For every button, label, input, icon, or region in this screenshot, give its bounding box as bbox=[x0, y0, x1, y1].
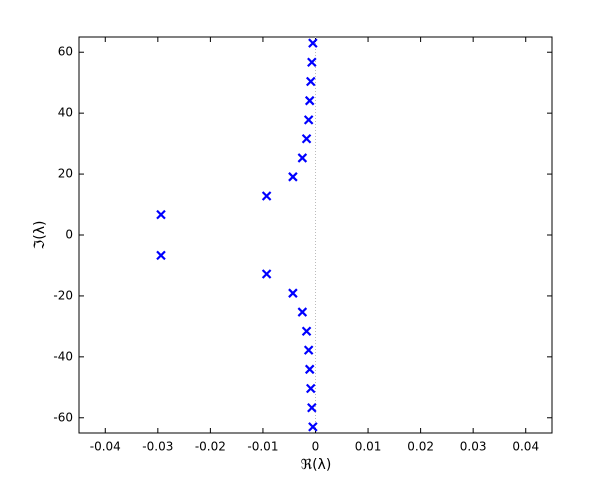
x-tick-label: 0.02 bbox=[407, 440, 434, 454]
marker bbox=[261, 191, 272, 201]
marker bbox=[304, 95, 315, 106]
y-tick-label: -40 bbox=[53, 349, 73, 363]
marker bbox=[288, 172, 298, 182]
x-tick-label: 0.04 bbox=[512, 440, 539, 454]
y-tick-label: -20 bbox=[53, 288, 73, 302]
marker bbox=[308, 38, 318, 48]
x-tick-label: 0.03 bbox=[460, 440, 487, 454]
y-tick-label: 20 bbox=[58, 167, 73, 181]
x-tick-label: -0.03 bbox=[142, 440, 173, 454]
marker bbox=[308, 422, 318, 432]
y-axis-label: ℑ(λ) bbox=[32, 221, 48, 250]
y-tick-label: -60 bbox=[53, 410, 73, 424]
y-tick-label: 60 bbox=[58, 45, 73, 59]
marker bbox=[305, 383, 316, 394]
marker bbox=[297, 307, 308, 317]
marker bbox=[303, 115, 314, 125]
marker bbox=[156, 209, 166, 220]
x-tick-label: 0.01 bbox=[355, 440, 382, 454]
x-tick-label: -0.04 bbox=[90, 440, 121, 454]
marker bbox=[305, 76, 316, 87]
marker bbox=[261, 269, 272, 279]
x-tick-label: -0.01 bbox=[247, 440, 278, 454]
marker bbox=[288, 288, 298, 298]
marker bbox=[307, 402, 317, 413]
marker bbox=[156, 250, 166, 261]
marker bbox=[301, 133, 312, 144]
x-axis-label: ℜ(λ) bbox=[301, 457, 332, 473]
x-tick-label: -0.02 bbox=[195, 440, 226, 454]
x-tick-label: 0 bbox=[312, 440, 320, 454]
y-tick-label: 40 bbox=[58, 106, 73, 120]
marker bbox=[301, 326, 312, 337]
marker bbox=[304, 364, 315, 375]
marker bbox=[307, 57, 317, 68]
marker bbox=[303, 345, 314, 355]
marker bbox=[297, 153, 308, 163]
y-tick-label: 0 bbox=[65, 228, 73, 242]
